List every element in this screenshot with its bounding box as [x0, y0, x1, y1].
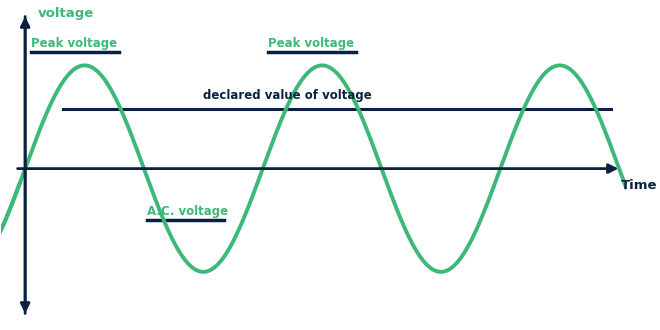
Text: A.C. voltage: A.C. voltage — [147, 205, 228, 218]
Text: voltage: voltage — [38, 7, 94, 19]
Text: Peak voltage: Peak voltage — [269, 37, 354, 50]
Text: Time: Time — [621, 179, 657, 192]
Text: declared value of voltage: declared value of voltage — [203, 88, 372, 102]
Text: Peak voltage: Peak voltage — [31, 37, 117, 50]
